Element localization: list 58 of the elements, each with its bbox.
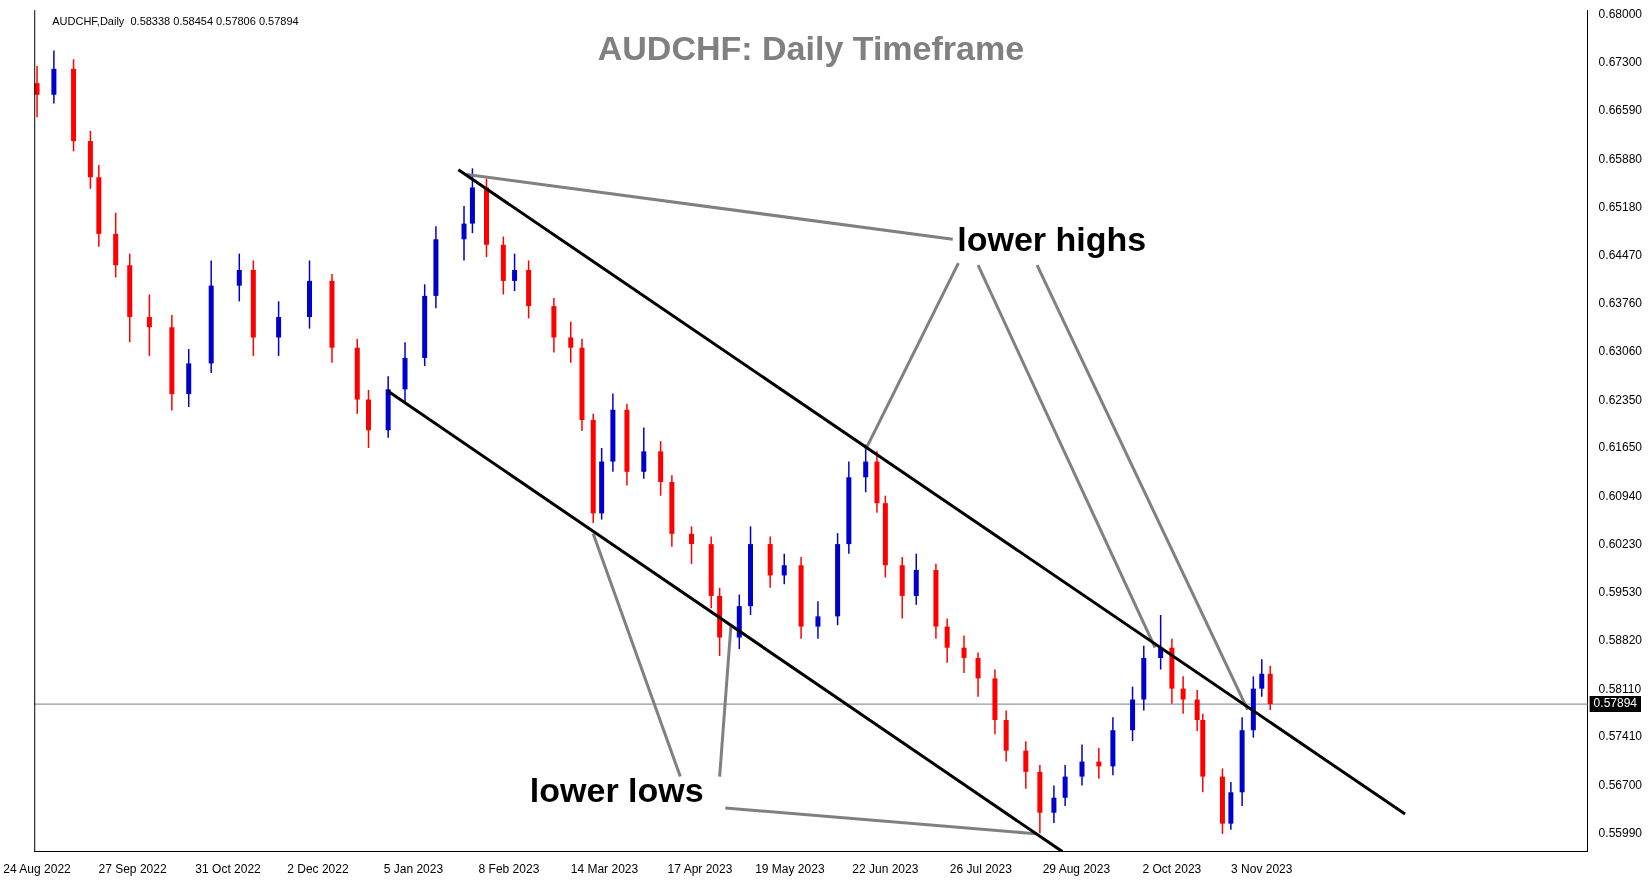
candlestick [815,600,821,640]
y-tick-label: 0.58820 [1598,633,1643,648]
y-tick-label: 0.61650 [1598,440,1643,455]
x-tick-label: 29 Aug 2023 [1042,862,1111,877]
candlestick [1194,689,1200,732]
candlestick [781,552,787,586]
candlestick [276,300,282,357]
candlestick [944,617,950,664]
x-tick-label: 27 Sep 2022 [98,862,167,877]
y-tick-label: 0.62350 [1598,392,1643,407]
candlestick [961,634,967,674]
candlestick [975,651,981,698]
candlestick [1259,658,1265,698]
x-tick-label: 3 Nov 2023 [1231,862,1293,877]
x-tick-label: 26 Jul 2023 [949,862,1013,877]
annotation: lower highs [957,219,1147,258]
candlestick [1062,764,1068,807]
candlestick [146,293,152,357]
x-tick-label: 14 Mar 2023 [570,862,639,877]
y-tick-label: 0.60230 [1598,537,1643,552]
x-tick-label: 5 Jan 2023 [383,862,444,877]
candlestick [34,65,40,118]
candlestick [641,426,647,480]
x-tick-label: 22 Jun 2023 [852,862,919,877]
candlestick [1023,740,1029,790]
candlestick [461,205,467,262]
text: AUDCHF: Daily Timeframe [597,28,1025,67]
candlestick [689,525,695,565]
y-tick-label: 0.66590 [1598,103,1643,118]
y-tick-label: 0.57410 [1598,729,1643,744]
candlestick [1079,743,1085,787]
y-tick-label: 0.64470 [1598,247,1643,262]
text: AUDCHF,Daily 0.58338 0.58454 0.57806 0.57894 [52,15,299,28]
x-tick-label: 8 Feb 2023 [478,862,540,877]
y-tick-label: 0.60940 [1598,488,1643,503]
candlestick [236,252,242,303]
y-tick-label: 0.63060 [1598,344,1643,359]
y-tick-label: 0.55990 [1598,826,1643,841]
x-tick-label: 19 May 2023 [755,862,825,877]
candlestick [1180,675,1186,715]
y-tick-label: 0.59530 [1598,584,1643,599]
annotation: lower lows [529,771,704,810]
x-tick-label: 31 Oct 2022 [195,862,262,877]
candlestick [1051,784,1057,824]
x-tick-label: 2 Oct 2023 [1142,862,1202,877]
y-tick-label: 0.63760 [1598,296,1643,311]
x-tick-label: 24 Aug 2022 [3,862,72,877]
y-tick-label: 0.56700 [1598,777,1643,792]
y-tick-label: 0.68000 [1598,7,1643,22]
y-tick-label: 0.67300 [1598,55,1643,70]
y-tick-label: 0.58110 [1598,681,1642,696]
x-tick-label: 2 Dec 2022 [287,862,349,877]
candlestick [568,321,574,364]
y-tick-label: 0.65880 [1598,151,1643,166]
candlestick [512,252,518,292]
y-tick-label: 0.65180 [1598,199,1643,214]
ref-line-label: 0.57894 [1593,696,1638,711]
x-tick-label: 17 Apr 2023 [667,862,733,877]
